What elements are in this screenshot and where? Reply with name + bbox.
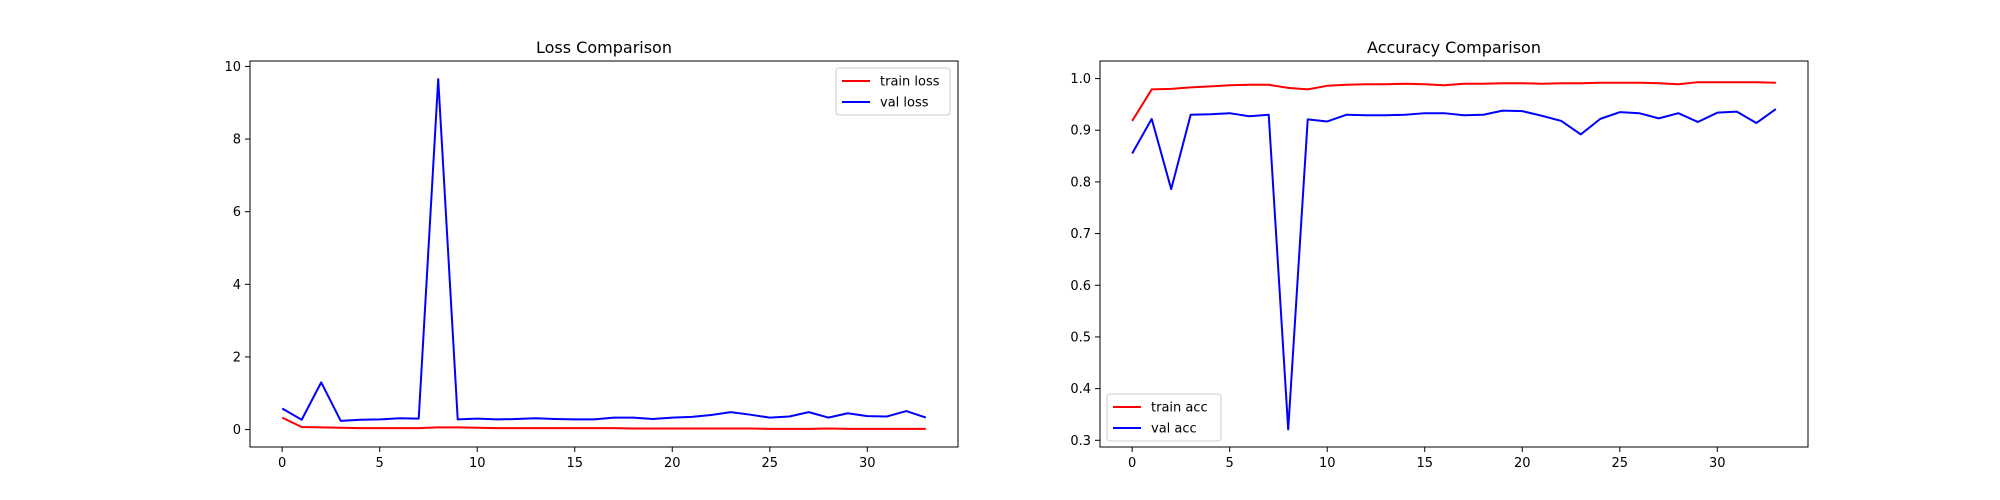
series-line-val-loss [281,78,927,422]
x-tick-label: 30 [1709,456,1726,471]
x-tick-label: 10 [1319,456,1336,471]
x-tick-label: 10 [469,456,486,471]
legend-box [1106,393,1222,442]
y-tick-label: 0.3 [1070,434,1091,449]
y-tick-label: 4 [233,278,241,293]
x-tick-label: 20 [664,456,681,471]
legend-label-train-acc: train acc [1151,401,1208,416]
x-tick-label: 0 [1128,456,1136,471]
x-tick-label: 15 [566,456,583,471]
y-tick-label: 0.6 [1070,279,1091,294]
legend-label-val-loss: val loss [880,96,929,111]
x-tick-label: 15 [1416,456,1433,471]
y-tick-label: 0.8 [1070,175,1091,190]
x-tick-label: 25 [762,456,779,471]
y-tick-label: 2 [233,350,241,365]
x-tick-label: 5 [1226,456,1234,471]
y-tick-label: 0 [233,423,241,438]
series-line-train-acc [1131,81,1776,122]
y-tick-label: 1.0 [1070,72,1091,87]
chart-title: Accuracy Comparison [1367,38,1541,57]
y-tick-label: 0.5 [1070,330,1091,345]
y-tick-label: 0.9 [1070,124,1091,139]
chart-panel-2: Accuracy Comparison 0 5 10 15 20 25 30 0.3 0.4 0.5… [1070,38,1809,471]
legend-box [835,67,951,116]
y-tick-label: 6 [233,205,241,220]
x-tick-label: 0 [278,456,286,471]
chart-title: Loss Comparison [536,38,672,57]
legend-label-train-loss: train loss [880,75,940,90]
plot-frame [249,60,959,448]
legend: train loss val loss [835,67,951,116]
legend: train acc val acc [1106,393,1222,442]
series-line-train-loss [281,416,926,430]
legend-label-val-acc: val acc [1151,422,1197,437]
x-tick-label: 20 [1514,456,1531,471]
series-line-val-acc [1131,108,1777,431]
y-tick-label: 8 [233,133,241,148]
chart-panel-1: Loss Comparison 0 5 10 15 20 25 30 0 2 4 6 8 10 train … [224,38,959,471]
plot-frame [1099,60,1809,448]
y-tick-label: 10 [224,60,241,75]
x-tick-label: 25 [1612,456,1629,471]
x-tick-label: 5 [376,456,384,471]
x-tick-label: 30 [859,456,876,471]
y-tick-label: 0.4 [1070,382,1091,397]
y-tick-label: 0.7 [1070,227,1091,242]
